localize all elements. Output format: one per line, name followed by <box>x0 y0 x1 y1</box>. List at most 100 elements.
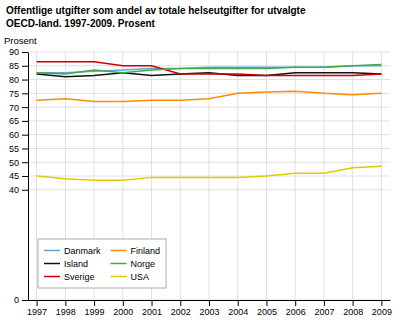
x-tick-label: 2003 <box>199 307 219 317</box>
y-tick-label: 0 <box>14 295 19 305</box>
y-tick: 65 <box>9 116 28 126</box>
legend-item: Sverige <box>44 272 95 282</box>
x-tick-mark <box>295 300 296 306</box>
grid-line-x <box>237 52 238 300</box>
y-tick: 70 <box>9 102 28 112</box>
legend-label: Island <box>64 259 88 269</box>
y-tick-label: 85 <box>9 61 19 71</box>
y-tick-mark <box>22 162 28 163</box>
legend: Danmark Island Sverige Finland Norge USA <box>38 239 166 288</box>
y-tick-label: 40 <box>9 185 19 195</box>
x-tick: 2005 <box>257 300 277 317</box>
y-tick-mark <box>22 107 28 108</box>
y-tick-label: 50 <box>9 158 19 168</box>
x-tick-mark <box>353 300 354 306</box>
y-tick: 85 <box>9 61 28 71</box>
y-axis: 04045505560657075808590 <box>9 47 29 305</box>
x-tick-label: 1997 <box>27 307 47 317</box>
x-tick-label: 2001 <box>142 307 162 317</box>
y-tick: 60 <box>9 130 28 140</box>
x-axis: 1997 1998 1999 2000 2001 2002 2003 2004 2005 2006… <box>27 300 392 317</box>
y-tick-mark <box>22 52 28 53</box>
grid <box>28 52 390 300</box>
y-tick: 40 <box>9 185 28 195</box>
legend-swatch <box>44 263 60 265</box>
grid-line-x <box>209 52 210 300</box>
x-tick: 2008 <box>343 300 363 317</box>
y-axis-label: Prosent <box>4 35 37 46</box>
x-tick: 2006 <box>286 300 306 317</box>
y-tick-mark <box>22 93 28 94</box>
legend-item: USA <box>111 272 150 282</box>
x-tick-label: 2002 <box>171 307 191 317</box>
x-tick-label: 2007 <box>314 307 334 317</box>
y-tick-label: 65 <box>9 116 19 126</box>
y-tick: 75 <box>9 89 28 99</box>
legend-swatch <box>111 250 127 252</box>
title: Offentlige utgifter som andel av totale … <box>6 5 306 29</box>
series-line <box>37 64 382 74</box>
legend-item: Danmark <box>44 246 101 256</box>
x-tick: 2003 <box>199 300 219 317</box>
legend-label: USA <box>131 272 150 282</box>
series-line <box>37 62 382 76</box>
x-tick-label: 2000 <box>113 307 133 317</box>
y-tick-mark <box>22 135 28 136</box>
x-tick-label: 2006 <box>286 307 306 317</box>
x-tick-label: 2008 <box>343 307 363 317</box>
y-tick-label: 45 <box>9 171 19 181</box>
series-line <box>37 166 382 180</box>
x-tick-mark <box>65 300 66 306</box>
x-tick-mark <box>209 300 210 306</box>
y-tick-label: 80 <box>9 75 19 85</box>
x-tick: 2004 <box>228 300 248 317</box>
grid-line-x <box>352 52 353 300</box>
legend-label: Norge <box>131 259 156 269</box>
grid-line-x <box>323 52 324 300</box>
y-tick-mark <box>22 80 28 81</box>
x-tick-label: 2004 <box>228 307 248 317</box>
x-tick: 2009 <box>372 300 392 317</box>
x-tick-mark <box>152 300 153 306</box>
legend-frame <box>38 239 166 288</box>
y-tick-mark <box>22 121 28 122</box>
chart-svg: 1997 1998 1999 2000 2001 2002 2003 2004 2005 2006… <box>0 0 400 320</box>
y-tick-label: 75 <box>9 89 19 99</box>
chart-container: 1997 1998 1999 2000 2001 2002 2003 2004 2005 2006… <box>0 0 400 320</box>
legend-swatch <box>44 250 60 252</box>
y-tick-label: 60 <box>9 130 19 140</box>
y-tick: 55 <box>9 144 28 154</box>
x-tick: 1998 <box>56 300 76 317</box>
x-tick: 2007 <box>314 300 334 317</box>
series-line <box>37 91 382 101</box>
x-tick: 1999 <box>85 300 105 317</box>
x-tick-label: 2009 <box>372 307 392 317</box>
x-tick-label: 1999 <box>85 307 105 317</box>
x-tick-mark <box>123 300 124 306</box>
legend-item: Island <box>44 259 88 269</box>
lines <box>37 62 382 180</box>
y-tick: 0 <box>14 295 28 305</box>
x-tick-mark <box>37 300 38 306</box>
x-tick: 1997 <box>27 300 47 317</box>
legend-item: Finland <box>111 246 161 256</box>
x-tick-mark <box>381 300 382 306</box>
grid-line-x <box>180 52 181 300</box>
y-axis-line <box>28 53 29 301</box>
y-tick-mark <box>22 190 28 191</box>
y-tick-label: 70 <box>9 102 19 112</box>
legend-label: Sverige <box>64 272 95 282</box>
x-tick-mark <box>180 300 181 306</box>
x-tick: 2000 <box>113 300 133 317</box>
legend-swatch <box>111 263 127 265</box>
x-tick: 2001 <box>142 300 162 317</box>
y-tick: 50 <box>9 158 28 168</box>
x-tick-mark <box>324 300 325 306</box>
x-tick-label: 2005 <box>257 307 277 317</box>
y-tick: 45 <box>9 171 28 181</box>
x-tick-mark <box>94 300 95 306</box>
grid-line-x <box>295 52 296 300</box>
y-tick: 80 <box>9 75 28 85</box>
legend-label: Danmark <box>64 246 101 256</box>
grid-line-x <box>381 52 382 300</box>
